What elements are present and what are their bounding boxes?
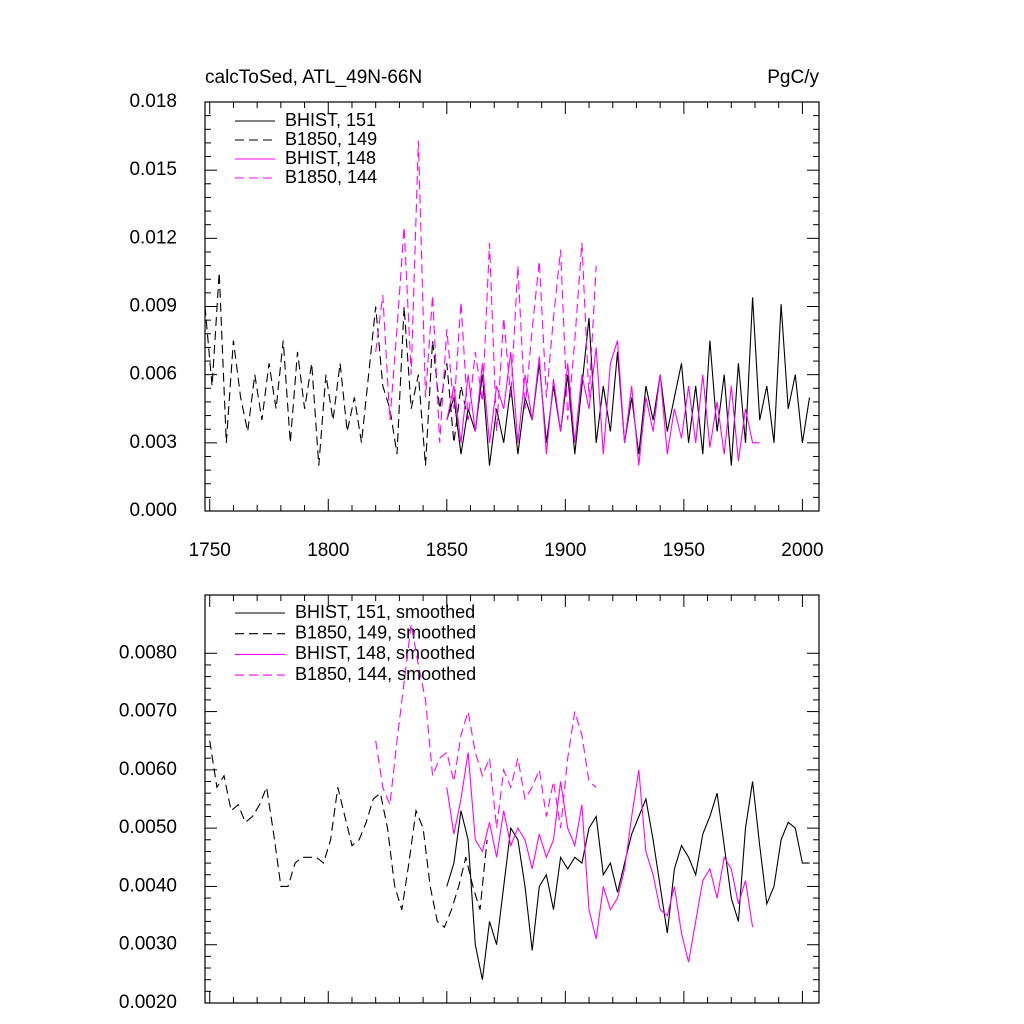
legend-label: B1850, 149, smoothed [295,622,476,642]
y-tick-label: 0.0020 [119,992,177,1013]
y-tick-label: 0.018 [129,91,177,112]
legend-label: B1850, 144 [285,167,377,187]
legend-label: BHIST, 148, smoothed [295,643,475,663]
legend-label: B1850, 144, smoothed [295,664,476,684]
y-tick-label: 0.009 [129,296,177,317]
series-line [446,781,810,980]
y-tick-label: 0.0050 [119,817,177,838]
y-tick-label: 0.015 [129,159,177,180]
series-line [209,740,488,929]
series-line [446,752,754,963]
series-line [204,272,469,466]
chart-title: calcToSed, ATL_49N-66N [205,67,422,88]
series-line [375,140,597,443]
plot-frame [204,594,820,1004]
y-tick-label: 0.000 [129,500,177,521]
x-tick-label: 2000 [781,540,823,561]
y-tick-label: 0.0040 [119,875,177,896]
y-tick-label: 0.012 [129,227,177,248]
x-tick-label: 1950 [663,540,705,561]
y-tick-label: 0.0080 [119,642,177,663]
x-tick-label: 1800 [307,540,349,561]
legend-label: BHIST, 151, smoothed [295,602,475,622]
x-tick-label: 1850 [426,540,468,561]
legend-label: B1850, 149 [285,129,377,149]
y-tick-label: 0.006 [129,364,177,385]
series-line [446,297,811,466]
y-tick-label: 0.0060 [119,759,177,780]
x-tick-label: 1900 [544,540,586,561]
legend-label: BHIST, 151 [285,110,376,130]
y-tick-label: 0.003 [129,432,177,453]
y-tick-label: 0.0030 [119,934,177,955]
x-tick-label: 1750 [189,540,231,561]
legend-label: BHIST, 148 [285,148,376,168]
y-tick-label: 0.0070 [119,701,177,722]
series-line [375,624,597,829]
units-label: PgC/y [767,67,819,88]
